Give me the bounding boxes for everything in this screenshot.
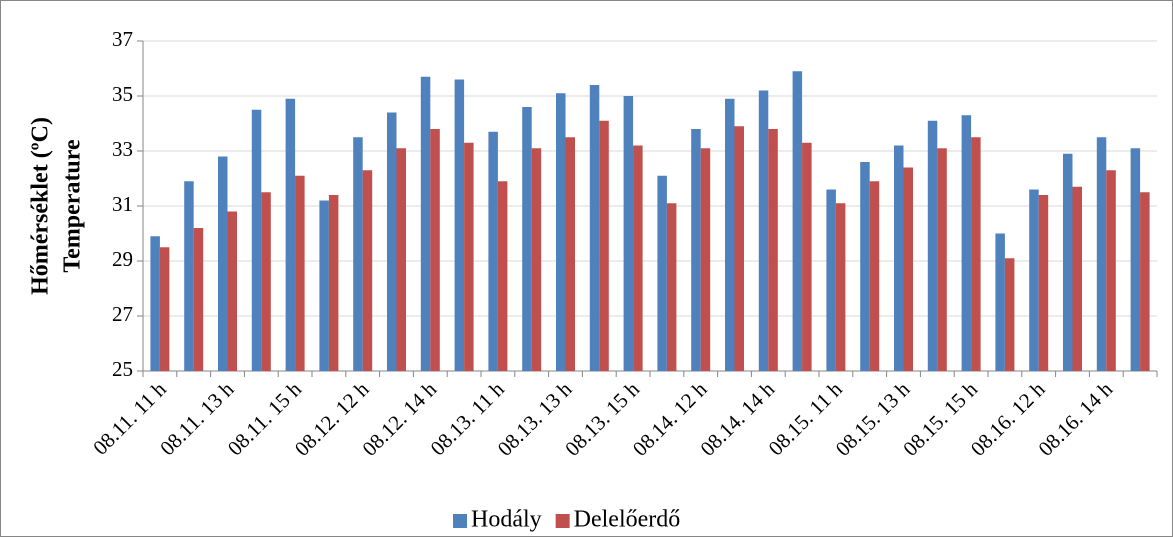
bar [420,76,431,371]
bar [227,211,237,371]
bar [184,181,194,371]
y-tick-label: 33 [112,137,133,161]
bar [589,85,600,371]
legend-label: Hodály [471,507,542,533]
bar [319,200,329,371]
bar [218,156,228,371]
bar [894,145,904,371]
bar [792,71,803,371]
bar [522,107,532,371]
bar [758,90,769,371]
bar [927,120,938,371]
bar [995,233,1005,371]
legend-swatch [453,514,467,528]
bar [700,148,711,371]
bar [1029,189,1039,371]
bar [1130,148,1141,371]
bar [362,170,373,371]
bar [1072,186,1082,371]
y-tick-label: 31 [112,192,133,216]
bar [599,120,609,371]
bar [971,137,981,371]
bar [430,129,440,371]
bar [251,109,262,371]
y-tick-label: 25 [112,357,133,381]
bar [1140,192,1150,371]
bar [768,129,778,371]
bar [285,98,296,371]
bar [835,203,846,371]
legend-label: Delelőerdő [574,507,681,533]
bar [387,112,397,371]
y-axis-title: Hőmérséklet (ºC) [28,117,54,295]
bar [1038,195,1049,371]
bar [869,181,880,371]
y-tick-label: 29 [112,247,133,271]
bar [193,228,204,371]
bar [556,93,566,371]
bar [159,247,170,371]
bar [1004,258,1015,371]
bar [328,195,339,371]
bar [666,203,677,371]
y-tick-label: 37 [112,27,133,51]
bar [150,236,160,371]
y-axis-title: Temperature [60,139,86,273]
bar [725,98,735,371]
bar [623,96,634,371]
bar [531,148,542,371]
legend-swatch [555,514,570,528]
bar [1096,137,1107,371]
bar [826,189,836,371]
bar [1106,170,1116,371]
bar [691,129,701,371]
bar [488,131,498,371]
bar [802,142,812,371]
bar [937,148,947,371]
bar [734,126,744,371]
bar [860,162,870,371]
bar [464,142,474,371]
y-tick-label: 27 [112,302,133,326]
y-tick-label: 35 [112,82,133,106]
bar [261,192,271,371]
bar [657,175,667,371]
bar [353,137,363,371]
bar [633,145,643,371]
bar [961,115,972,371]
bar [454,79,465,371]
bar [1063,153,1073,371]
bar [497,181,508,371]
bar [295,175,305,371]
bar [396,148,406,371]
bar [903,167,913,371]
bar [565,137,575,371]
